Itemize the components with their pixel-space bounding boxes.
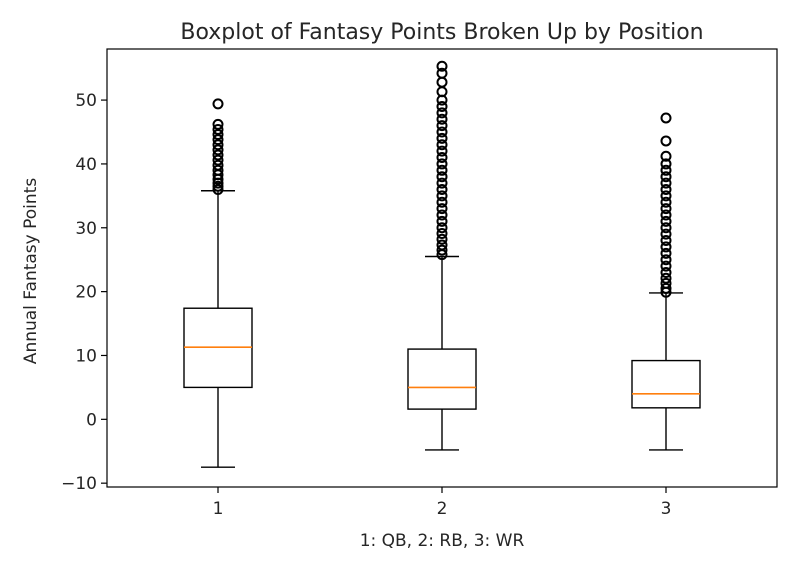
outlier-point <box>436 107 448 119</box>
outlier-point <box>436 177 448 189</box>
outlier-point <box>212 98 224 110</box>
outlier-point <box>436 126 448 138</box>
outlier-point <box>436 228 448 240</box>
outlier-point <box>660 277 672 289</box>
outlier-point <box>436 183 448 195</box>
outlier-point <box>436 139 448 151</box>
outlier-point <box>660 266 672 278</box>
outlier-point <box>436 196 448 208</box>
outlier-point <box>436 120 448 132</box>
outlier-point <box>436 67 448 79</box>
y-axis-label: Annual Fantasy Points <box>21 178 41 365</box>
outlier-point <box>212 123 224 135</box>
outlier-point <box>660 247 672 259</box>
box-iqr <box>407 348 477 410</box>
outlier-point <box>436 203 448 215</box>
outlier-point <box>660 135 672 147</box>
outlier-point <box>660 254 672 266</box>
outlier-point <box>212 180 224 192</box>
outlier-point <box>212 129 224 141</box>
x-tick-label: 3 <box>661 499 672 519</box>
plot-area: −10 0 10 20 30 40 50 1 2 3 <box>61 48 778 519</box>
outlier-point <box>660 241 672 253</box>
outlier-point <box>212 159 224 171</box>
outlier-point <box>212 183 224 195</box>
y-tick-label: 20 <box>75 283 97 303</box>
chart-title: Boxplot of Fantasy Points Broken Up by P… <box>180 20 703 45</box>
outlier-point <box>436 164 448 176</box>
outlier-point <box>436 244 448 256</box>
y-tick-label: 0 <box>86 410 97 430</box>
outlier-point <box>660 228 672 240</box>
outlier-point <box>212 149 224 161</box>
y-tick-label: −10 <box>61 474 97 494</box>
outlier-point <box>660 158 672 170</box>
outlier-point <box>660 235 672 247</box>
outlier-point <box>660 150 672 162</box>
outlier-point <box>660 203 672 215</box>
outlier-point <box>436 145 448 157</box>
outlier-point <box>660 190 672 202</box>
outlier-point <box>436 100 448 112</box>
outlier-point <box>212 134 224 146</box>
outlier-point <box>660 215 672 227</box>
outlier-point <box>436 60 448 72</box>
outlier-point <box>436 171 448 183</box>
outlier-point <box>436 215 448 227</box>
outlier-point <box>436 152 448 164</box>
outlier-point <box>436 209 448 221</box>
outlier-point <box>212 118 224 130</box>
outlier-point <box>212 154 224 166</box>
outlier-point <box>436 222 448 234</box>
x-tick-label: 2 <box>437 499 448 519</box>
y-tick-label: 40 <box>75 155 97 175</box>
outlier-point <box>436 132 448 144</box>
outlier-point <box>660 272 672 284</box>
outlier-point <box>436 113 448 125</box>
outlier-point <box>436 158 448 170</box>
outlier-point <box>660 112 672 124</box>
outlier-point <box>660 222 672 234</box>
outlier-point <box>660 183 672 195</box>
y-tick-label: 50 <box>75 91 97 111</box>
outlier-point <box>660 260 672 272</box>
outlier-point <box>660 196 672 208</box>
outlier-point <box>436 233 448 245</box>
outlier-point <box>660 171 672 183</box>
outlier-point <box>660 164 672 176</box>
y-tick-label: 30 <box>75 219 97 239</box>
outlier-point <box>660 282 672 294</box>
y-tick-label: 10 <box>75 346 97 366</box>
outlier-point <box>212 144 224 156</box>
outlier-point <box>436 239 448 251</box>
x-tick-label: 1 <box>213 499 224 519</box>
outlier-point <box>212 164 224 176</box>
outlier-point <box>212 139 224 151</box>
outlier-point <box>660 177 672 189</box>
x-axis-label: 1: QB, 2: RB, 3: WR <box>360 531 525 551</box>
outlier-point <box>436 190 448 202</box>
box-iqr <box>631 359 701 409</box>
outlier-point <box>660 209 672 221</box>
